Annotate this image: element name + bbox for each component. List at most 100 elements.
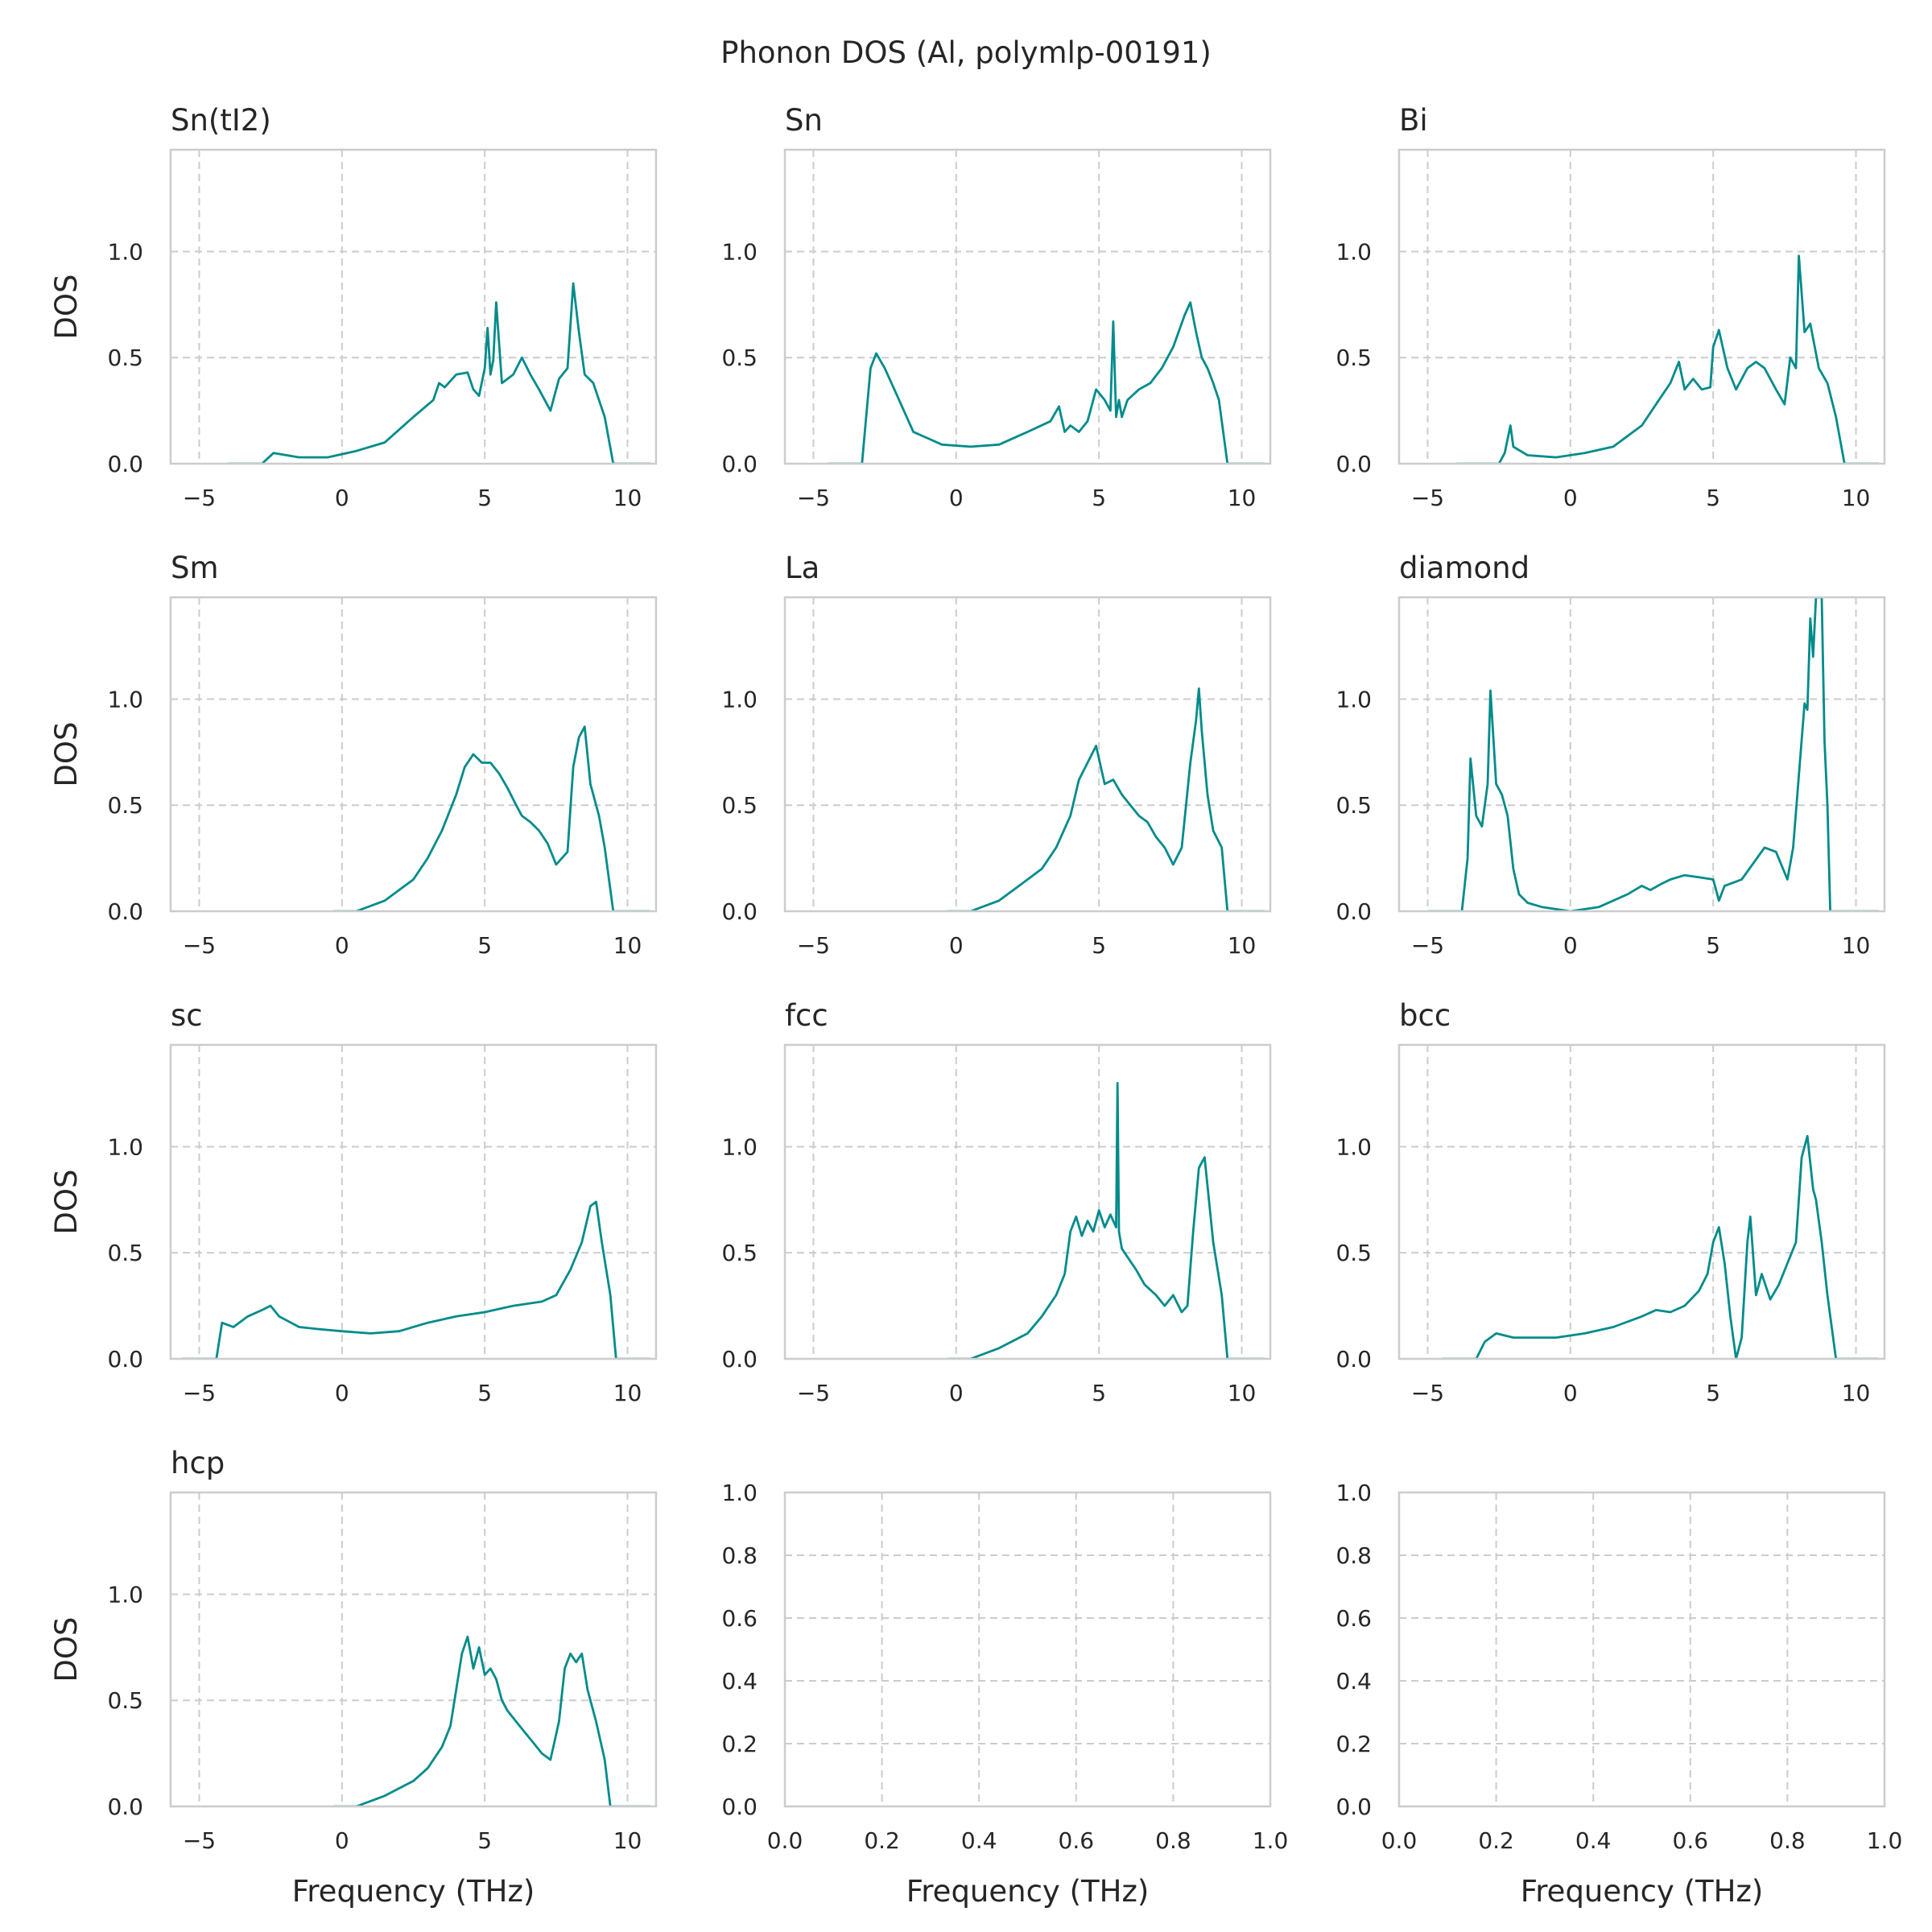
x-tick-label: −5 [183, 485, 216, 511]
y-tick-label: 0.0 [107, 898, 143, 925]
x-tick-label: −5 [183, 932, 216, 959]
y-tick-label: 0.0 [721, 1794, 758, 1820]
x-tick-label: −5 [1411, 1380, 1444, 1406]
y-tick-label: 0.5 [1335, 792, 1372, 819]
x-tick-label: 5 [477, 1827, 492, 1854]
dos-curve-fcc [947, 1082, 1265, 1359]
dos-curve-diamond [1427, 597, 1879, 911]
empty-panel-1: 0.0 0.2 0.4 0.6 0.8 1.0 0.0 0.2 0.4 0.6 0.8 1.0 Freq… [721, 1480, 1288, 1909]
y-tick-label: 0.5 [1335, 1240, 1372, 1266]
x-tick-label: −5 [183, 1380, 216, 1406]
x-tick-label: 5 [1092, 932, 1106, 959]
panel-2: −5 0 5 10 0.0 0.5 1.0 Sn [721, 103, 1272, 511]
x-tick-label: 5 [1706, 932, 1720, 959]
x-tick-label: 5 [477, 1380, 492, 1406]
x-tick-label: 10 [1228, 932, 1257, 959]
x-tick-label: 10 [1842, 932, 1871, 959]
x-tick-label: 10 [613, 1827, 642, 1854]
x-tick-label: 0.8 [1769, 1827, 1806, 1854]
x-tick-label: 10 [613, 932, 642, 959]
x-tick-label: 5 [1706, 1380, 1720, 1406]
x-tick-label: 10 [613, 485, 642, 511]
panel-title: hcp [171, 1446, 225, 1480]
x-tick-label: 0 [335, 1827, 349, 1854]
axes-frame [169, 596, 658, 913]
x-tick-label: −5 [797, 1380, 830, 1406]
y-tick-label: 0.6 [1335, 1605, 1372, 1632]
y-tick-label: 1.0 [721, 238, 758, 265]
y-tick-label: 1.0 [1335, 1480, 1372, 1506]
x-tick-label: 10 [1842, 485, 1871, 511]
x-tick-label: −5 [797, 932, 830, 959]
y-tick-label: 0.5 [1335, 345, 1372, 371]
y-tick-label: 0.0 [1335, 1346, 1372, 1373]
y-tick-label: 1.0 [107, 1133, 143, 1160]
axes-frame [1397, 148, 1886, 465]
y-tick-label: 0.0 [721, 1346, 758, 1373]
y-tick-label: 1.0 [107, 686, 143, 712]
y-tick-label: 0.4 [721, 1668, 758, 1695]
x-tick-label: 10 [1842, 1380, 1871, 1406]
x-tick-label: 0.2 [1478, 1827, 1514, 1854]
x-tick-label: 0 [335, 485, 349, 511]
y-tick-label: 0.0 [1335, 451, 1372, 477]
y-tick-label: 1.0 [721, 686, 758, 712]
x-tick-label: −5 [1411, 932, 1444, 959]
y-tick-label: 0.8 [721, 1542, 758, 1569]
panel-10: −5 0 5 10 0.0 0.5 1.0 hcp DOS Frequency (THz) [49, 1446, 658, 1909]
x-tick-label: 10 [1228, 485, 1257, 511]
y-tick-label: 0.2 [1335, 1731, 1372, 1757]
panel-8: −5 0 5 10 0.0 0.5 1.0 fcc [721, 998, 1272, 1406]
x-tick-label: 0.6 [1673, 1827, 1709, 1854]
x-tick-label: 0 [335, 1380, 349, 1406]
panel-title: diamond [1399, 551, 1530, 585]
x-tick-label: 0.6 [1059, 1827, 1095, 1854]
panel-title: sc [171, 998, 203, 1033]
panel-4: −5 0 5 10 0.0 0.5 1.0 Sm DOS [49, 551, 658, 959]
panel-title: fcc [785, 998, 828, 1033]
x-tick-label: 0 [949, 932, 964, 959]
y-tick-label: 0.5 [107, 345, 143, 371]
y-tick-label: 0.0 [1335, 898, 1372, 925]
y-axis-label: DOS [49, 1616, 84, 1682]
y-axis-label: DOS [49, 1169, 84, 1234]
y-tick-label: 1.0 [1335, 686, 1372, 712]
axes-frame [783, 1491, 1272, 1808]
panel-title: bcc [1399, 998, 1451, 1033]
y-axis-label: DOS [49, 274, 84, 339]
axes-frame [783, 1043, 1272, 1360]
x-tick-label: −5 [797, 485, 830, 511]
axes-frame [1397, 1043, 1886, 1360]
y-tick-label: 0.6 [721, 1605, 758, 1632]
y-tick-label: 0.0 [107, 1794, 143, 1820]
axes-frame [783, 148, 1272, 465]
x-tick-label: 5 [477, 932, 492, 959]
x-tick-label: −5 [183, 1827, 216, 1854]
y-tick-label: 1.0 [721, 1480, 758, 1506]
x-tick-label: 1.0 [1867, 1827, 1903, 1854]
axes-frame [169, 1491, 658, 1808]
empty-panel-2: 0.0 0.2 0.4 0.6 0.8 1.0 0.0 0.2 0.4 0.6 0.8 1.0 Freq… [1335, 1480, 1902, 1909]
figure-title: Phonon DOS (Al, polymlp-00191) [720, 35, 1212, 70]
x-tick-label: −5 [1411, 485, 1444, 511]
y-tick-label: 0.0 [721, 898, 758, 925]
x-tick-label: 0.8 [1155, 1827, 1191, 1854]
y-tick-label: 0.0 [107, 451, 143, 477]
axes-frame [169, 1043, 658, 1360]
y-tick-label: 0.5 [107, 1687, 143, 1714]
x-tick-label: 5 [477, 485, 492, 511]
axes-frame [1397, 1491, 1886, 1808]
dos-curve-La [947, 687, 1265, 911]
x-tick-label: 0 [1563, 932, 1578, 959]
x-tick-label: 0.2 [864, 1827, 900, 1854]
x-tick-label: 0.0 [767, 1827, 803, 1854]
y-tick-label: 0.2 [721, 1731, 758, 1757]
panel-title: Bi [1399, 103, 1428, 138]
axes-frame [783, 596, 1272, 913]
dos-curve-Sn(tI2) [227, 282, 650, 464]
dos-curve-Sn [828, 301, 1265, 464]
y-tick-label: 0.0 [721, 451, 758, 477]
axes-frame [1397, 596, 1886, 913]
y-axis-label: DOS [49, 721, 84, 786]
